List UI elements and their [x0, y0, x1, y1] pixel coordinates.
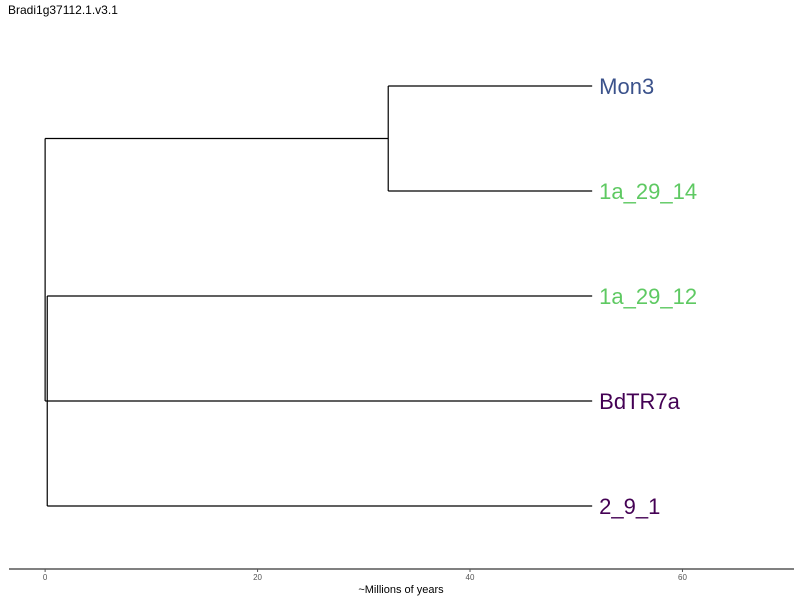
leaf-label: 2_9_1: [599, 494, 660, 519]
leaf-label: BdTR7a: [599, 389, 680, 414]
x-axis: 0 20 40 60: [9, 568, 794, 582]
x-tick-label: 40: [466, 573, 475, 582]
x-axis-title: ~Millions of years: [358, 584, 444, 596]
page-title: Bradi1g37112.1.v3.1: [8, 3, 118, 17]
leaf-label: 1a_29_14: [599, 179, 697, 204]
x-tick-label: 20: [253, 573, 262, 582]
x-tick-label: 60: [678, 573, 687, 582]
leaf-labels: Mon3 1a_29_14 1a_29_12 BdTR7a 2_9_1: [599, 74, 697, 519]
x-tick-label: 0: [43, 573, 48, 582]
leaf-label: Mon3: [599, 74, 654, 99]
leaf-label: 1a_29_12: [599, 284, 697, 309]
branches: [44, 85, 593, 507]
